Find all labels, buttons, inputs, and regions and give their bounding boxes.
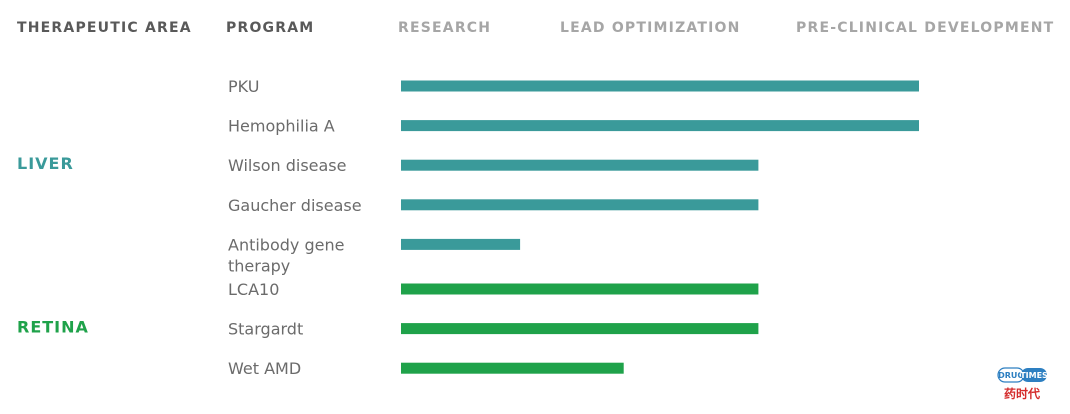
bar-hemophilia-a (401, 120, 919, 132)
bar-gaucher-disease (401, 199, 759, 211)
bar-stargardt (401, 323, 759, 335)
header-stage-lead-optimization: LEAD OPTIMIZATION (560, 20, 741, 36)
program-label-wilson-disease: Wilson disease (228, 156, 346, 175)
program-label-gaucher-disease: Gaucher disease (228, 196, 362, 215)
program-label-hemophilia-a: Hemophilia A (228, 117, 335, 136)
bar-wilson-disease (401, 159, 759, 171)
program-label-line: PKU (228, 77, 259, 96)
program-label-line: Stargardt (228, 320, 303, 339)
program-label-line: Wet AMD (228, 359, 301, 378)
chart-marks: PKU Hemophilia A Wilson disease Gaucher dis… (17, 77, 919, 378)
bar-antibody-gene-therapy (401, 238, 521, 250)
program-label-line: Antibody gene (228, 235, 344, 254)
program-label-wet-amd: Wet AMD (228, 359, 301, 378)
program-label-line: Wilson disease (228, 156, 346, 175)
header-stage-preclinical: PRE-CLINICAL DEVELOPMENT (796, 20, 1054, 36)
header-row: THERAPEUTIC AREA PROGRAM RESEARCH LEAD O… (17, 20, 1054, 36)
logo-badge-left-text: DRUG (998, 371, 1024, 380)
program-label-stargardt: Stargardt (228, 320, 303, 339)
program-label-pku: PKU (228, 77, 259, 96)
logo-badge-right-text: TIMES (1020, 371, 1048, 380)
bar-pku (401, 80, 919, 92)
logo-chinese-text: 药时代 (1004, 386, 1040, 401)
drugtimes-logo: DRUG TIMES 药时代 (997, 367, 1048, 401)
program-label-line: LCA10 (228, 280, 279, 299)
header-stage-research: RESEARCH (398, 20, 491, 36)
header-therapeutic-area: THERAPEUTIC AREA (17, 20, 192, 36)
program-label-line: Gaucher disease (228, 196, 362, 215)
therapeutic-area-retina: RETINA (17, 318, 89, 337)
program-label-lca10: LCA10 (228, 280, 279, 299)
program-label-line: therapy (228, 256, 290, 275)
therapeutic-area-liver: LIVER (17, 154, 74, 173)
program-label-antibody-gene-therapy: Antibody gene therapy (228, 235, 344, 275)
program-label-line: Hemophilia A (228, 117, 335, 136)
logo-badge-right (1021, 368, 1047, 382)
bar-lca10 (401, 283, 759, 295)
bar-wet-amd (401, 362, 624, 374)
header-program: PROGRAM (226, 20, 314, 36)
